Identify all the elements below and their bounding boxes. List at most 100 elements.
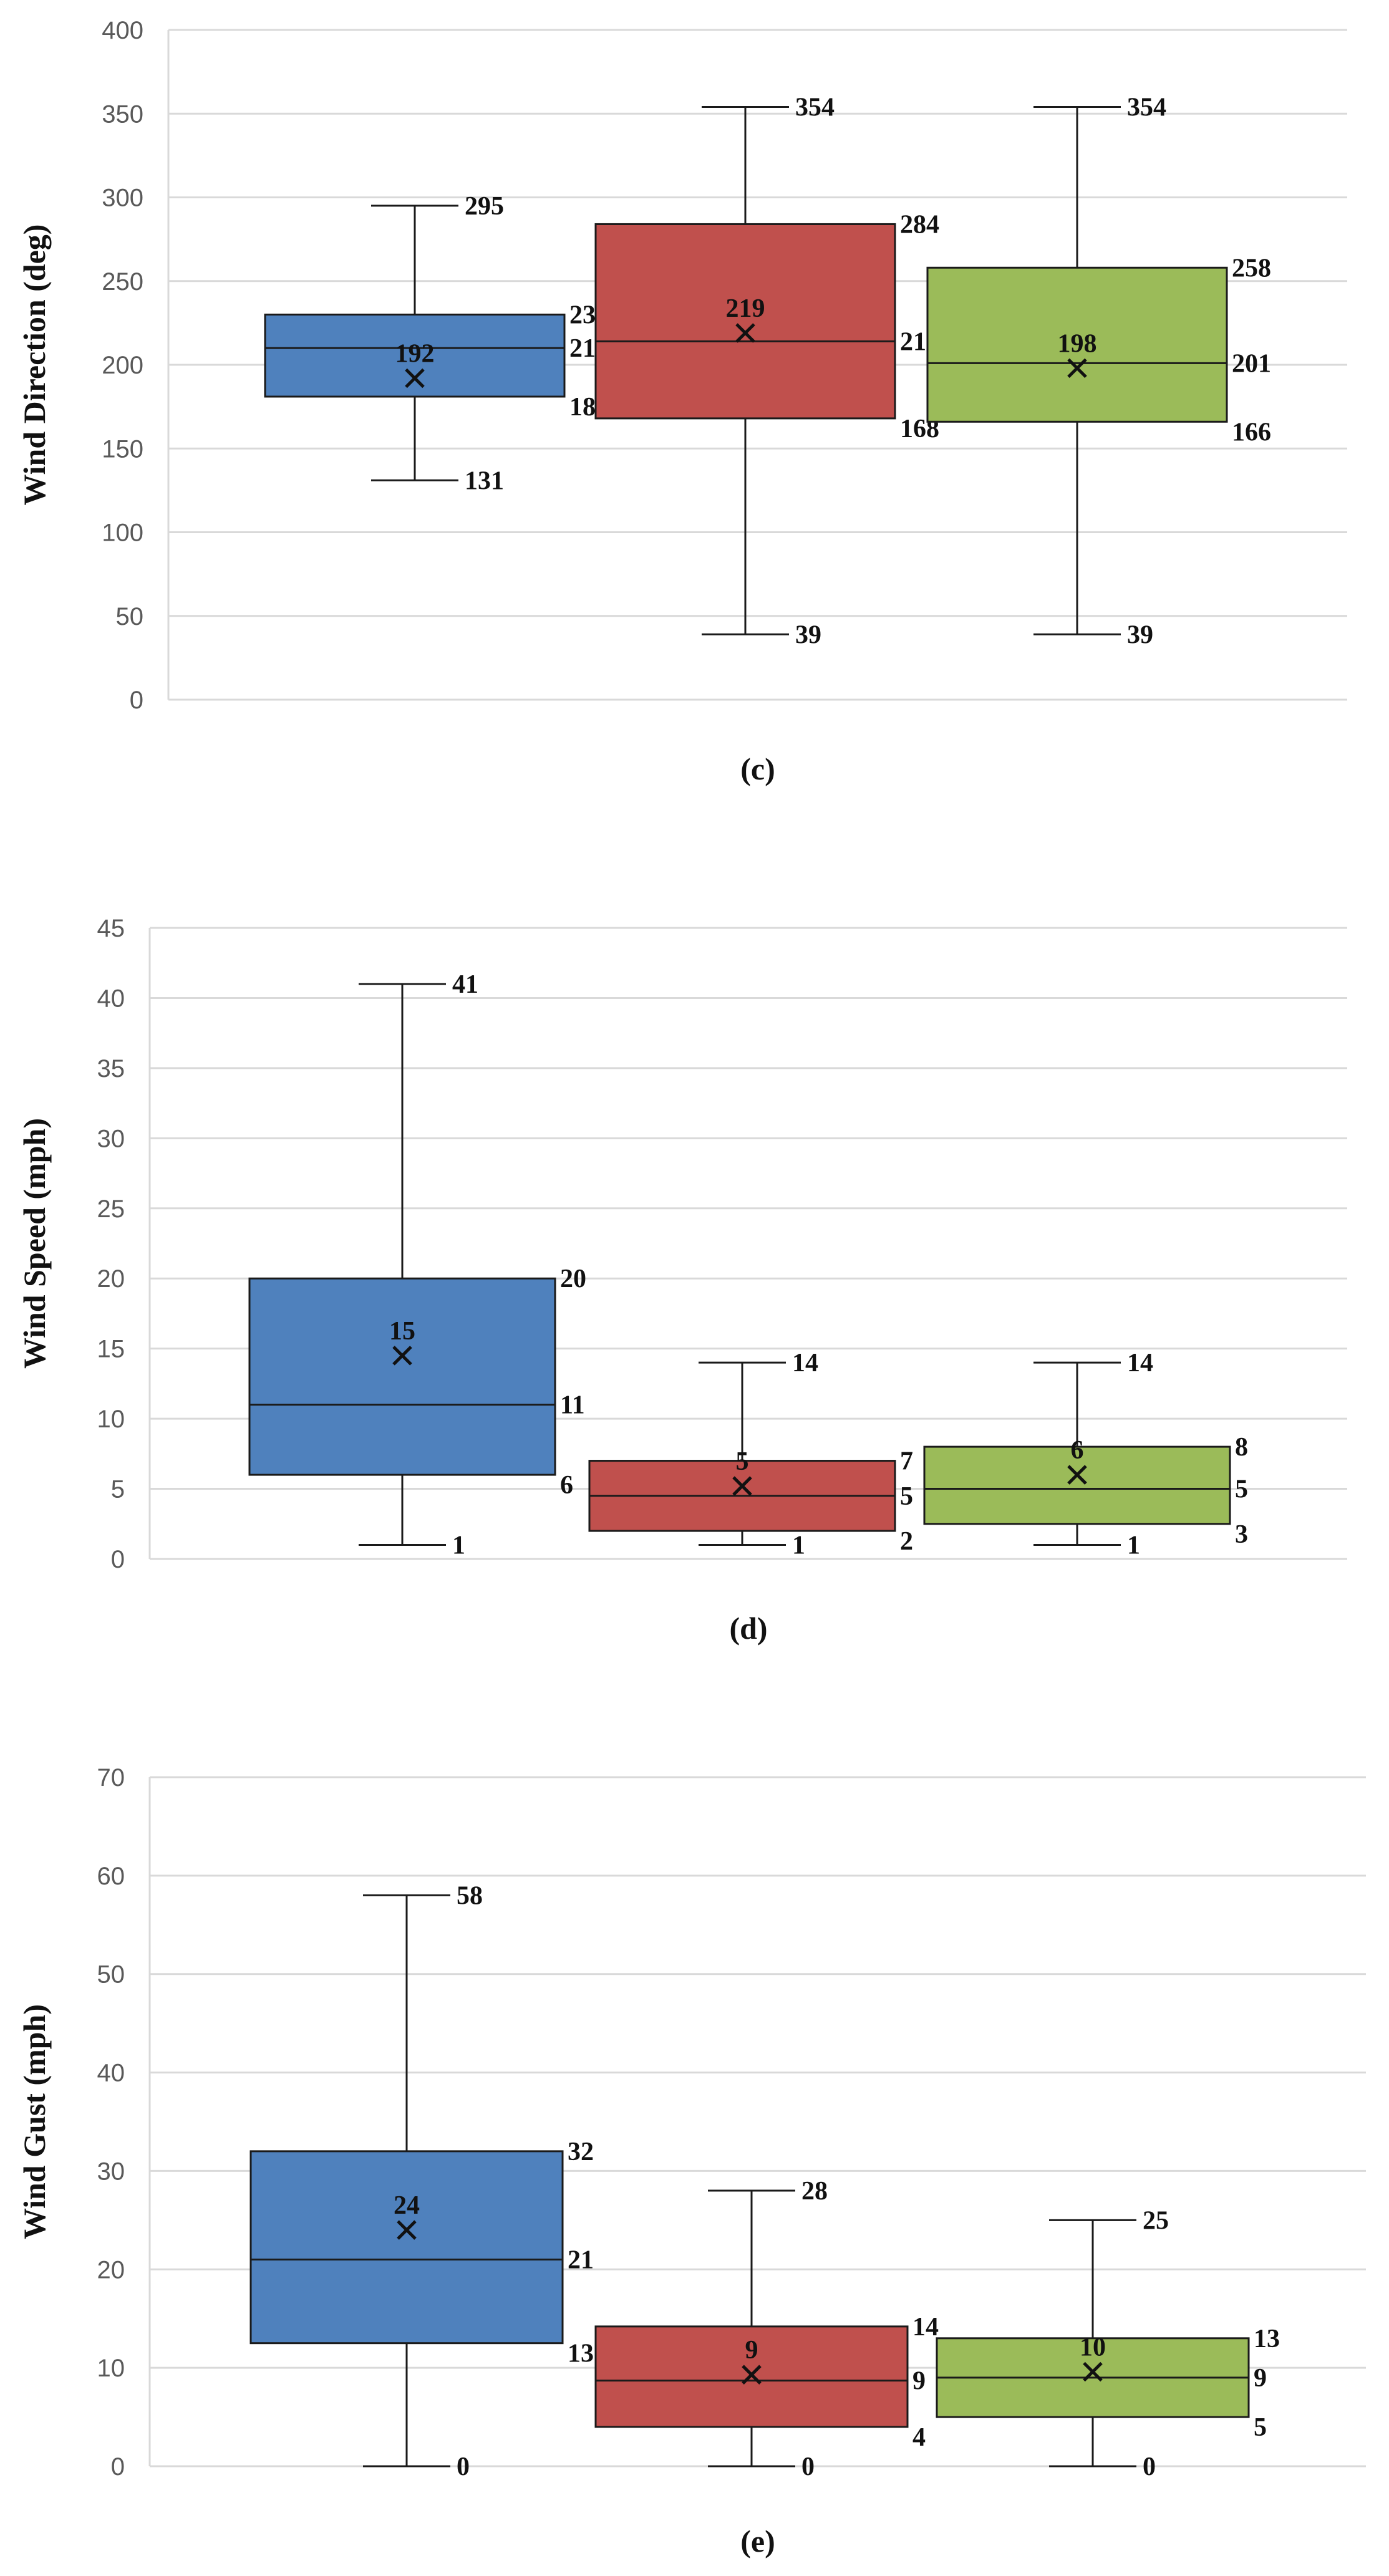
q1-label: 4 [912,2423,926,2452]
median-label: 9 [912,2367,926,2396]
q3-label: 7 [900,1447,913,1476]
max-label: 58 [457,1881,483,1910]
y-tick-label: 0 [130,687,143,714]
max-label: 295 [465,192,504,221]
mean-marker [1083,2361,1103,2382]
y-tick-label: 350 [102,100,143,128]
iqr-box [926,266,1228,423]
mean-marker [405,368,425,388]
max-label: 41 [452,970,478,999]
median-label: 21 [568,2246,594,2275]
y-tick-label: 400 [102,17,143,44]
y-tick-label: 100 [102,519,143,547]
iqr-box [249,2150,564,2345]
y-tick-label: 70 [97,1764,125,1792]
y-tick-label: 10 [97,2355,125,2382]
median-label: 5 [1235,1475,1248,1504]
max-label: 14 [792,1349,818,1377]
chart-caption: (c) [740,751,775,786]
y-tick-label: 20 [97,1265,125,1293]
chart-panel-e: 0 10 20 30 40 50 60 70 Wind Gust (mph) (e) 58 0 32 21… [0,1727,1389,2576]
y-tick-label: 0 [111,1546,125,1573]
iqr-box [594,223,896,420]
mean-label: 5 [736,1447,749,1476]
mean-marker [1067,358,1087,379]
mean-marker [732,1476,752,1496]
chart-panel-c: 0 50 100 150 200 250 300 350 400 Wind Direction (… [0,0,1389,811]
min-label: 1 [1127,1532,1140,1560]
max-label: 354 [1127,94,1166,122]
q1-label: 166 [1232,418,1271,446]
iqr-box [923,1445,1231,1525]
y-tick-label: 60 [97,1863,125,1890]
min-label: 0 [457,2453,470,2481]
y-tick-label: 15 [97,1336,125,1363]
mean-marker [397,2220,417,2240]
y-tick-label: 30 [97,2158,125,2185]
y-tick-label: 20 [97,2256,125,2284]
min-label: 0 [801,2453,815,2481]
median-label: 9 [1254,2364,1267,2393]
q1-label: 2 [900,1527,913,1556]
q3-label: 258 [1232,254,1271,282]
y-tick-label: 150 [102,435,143,463]
q1-label: 6 [560,1471,573,1500]
min-label: 39 [795,620,821,649]
y-axis-label: Wind Gust (mph) [17,2004,52,2239]
y-tick-label: 10 [97,1406,125,1433]
max-label: 354 [795,94,835,122]
q3-label: 13 [1254,2325,1280,2353]
min-label: 39 [1127,620,1153,649]
q1-label: 13 [568,2340,594,2368]
mean-label: 219 [726,294,765,323]
chart-svg: 0 50 100 150 200 250 300 350 400 Wind Direction (… [17,17,1347,786]
y-axis-label: Wind Speed (mph) [17,1118,52,1369]
mean-label: 15 [389,1317,415,1346]
mean-marker [1067,1465,1087,1485]
mean-marker [735,323,755,343]
y-tick-label: 5 [111,1476,125,1503]
y-tick-label: 0 [111,2453,125,2481]
mean-label: 9 [745,2336,758,2365]
y-tick-label: 200 [102,352,143,379]
chart-panel-d: 0 5 10 15 20 25 30 35 40 45 Wind Speed (mph) (d) 41 1… [0,861,1389,1671]
q3-label: 14 [912,2313,939,2342]
y-tick-label: 50 [116,603,144,630]
max-label: 25 [1143,2206,1169,2235]
y-tick-label: 30 [97,1125,125,1152]
median-label: 11 [560,1391,585,1420]
q3-label: 20 [560,1265,586,1293]
y-tick-label: 50 [97,1961,125,1989]
chart-caption: (e) [740,2524,775,2559]
max-label: 28 [801,2177,828,2206]
y-tick-label: 40 [97,2060,125,2087]
y-tick-label: 300 [102,185,143,212]
median-label: 5 [900,1482,913,1511]
mean-marker [392,1346,412,1366]
q3-label: 32 [568,2138,594,2166]
max-label: 14 [1127,1349,1153,1377]
q1-label: 5 [1254,2413,1267,2442]
min-label: 131 [465,466,504,495]
mean-marker [742,2365,762,2385]
chart-caption: (d) [729,1611,767,1646]
y-axis-label: Wind Direction (deg) [17,224,52,506]
mean-label: 24 [394,2191,420,2220]
y-tick-label: 250 [102,268,143,296]
min-label: 1 [452,1532,465,1560]
iqr-box [264,313,566,398]
median-label: 201 [1232,349,1271,378]
y-tick-label: 45 [97,915,125,942]
y-tick-label: 35 [97,1055,125,1083]
min-label: 1 [792,1532,805,1560]
q1-label: 3 [1235,1520,1248,1549]
mean-label: 198 [1058,329,1097,358]
y-tick-label: 25 [97,1195,125,1223]
mean-label: 6 [1071,1436,1084,1465]
y-tick-label: 40 [97,985,125,1012]
iqr-box [248,1277,556,1476]
q3-label: 284 [900,210,939,239]
q3-label: 8 [1235,1433,1248,1462]
